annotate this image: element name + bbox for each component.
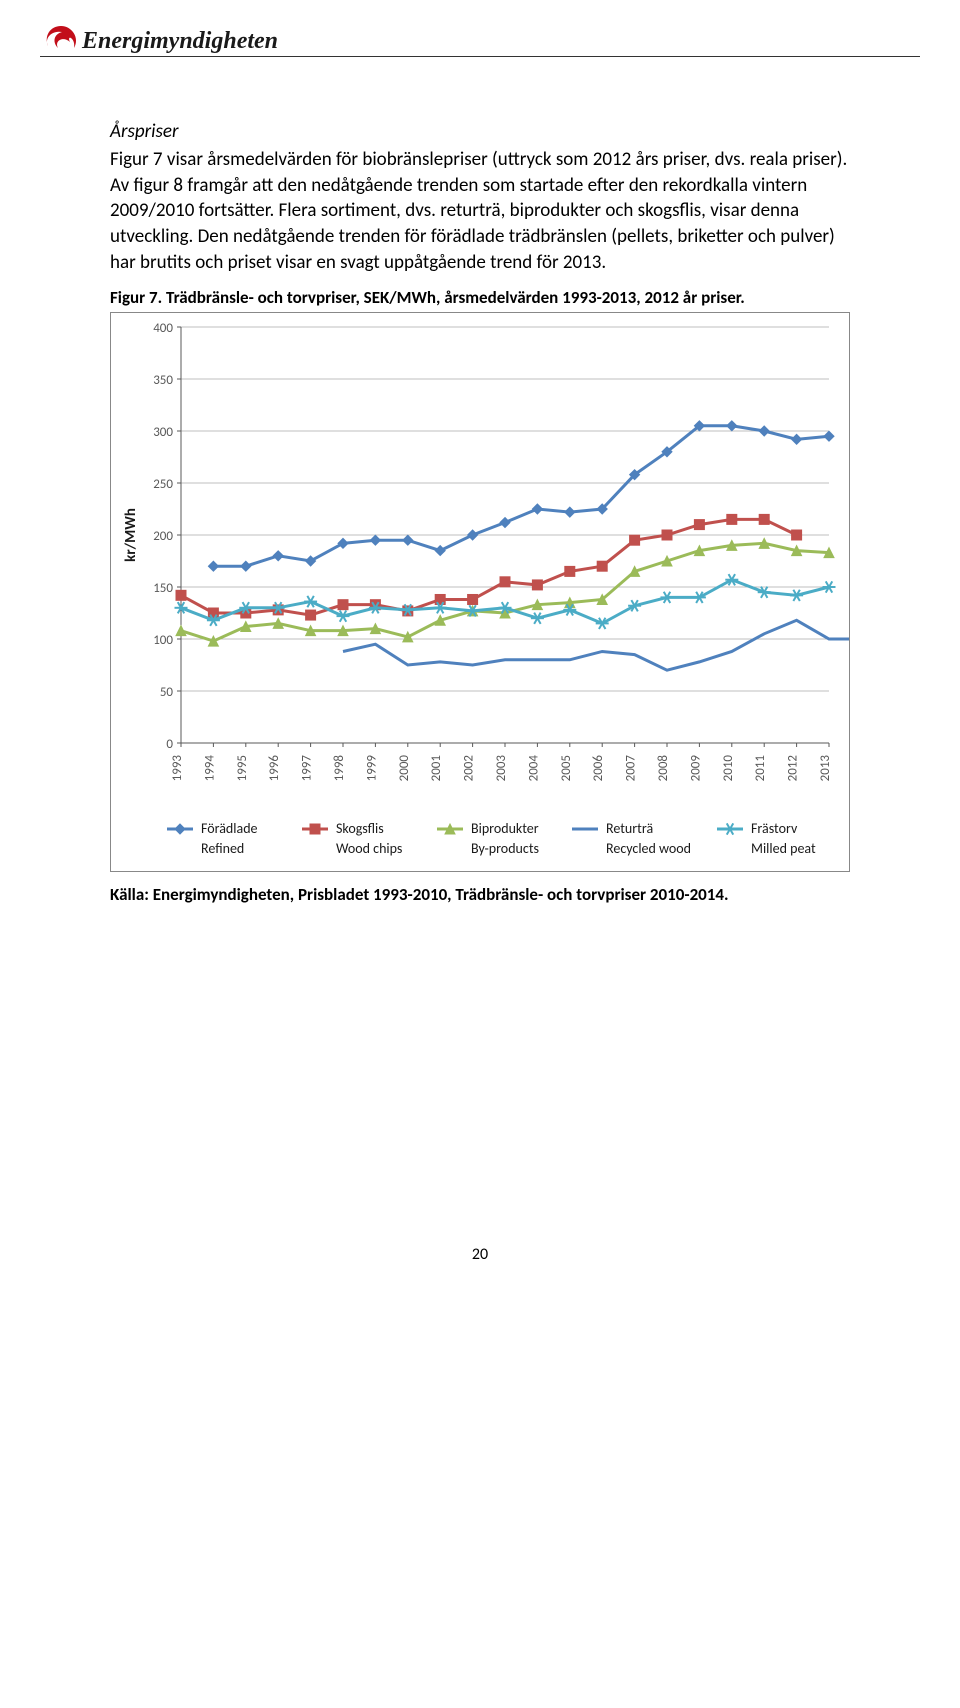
svg-text:2001: 2001 bbox=[429, 755, 444, 781]
svg-text:Milled peat: Milled peat bbox=[751, 840, 816, 857]
svg-text:Recycled wood: Recycled wood bbox=[606, 840, 691, 857]
svg-text:Biprodukter: Biprodukter bbox=[471, 820, 539, 837]
chart-frame: 0 50 100 150 200 250 300 350 400 kr/MWh 1993 1994 19… bbox=[110, 312, 850, 872]
svg-text:2007: 2007 bbox=[624, 755, 639, 782]
svg-text:1996: 1996 bbox=[267, 755, 282, 782]
svg-text:Wood chips: Wood chips bbox=[336, 840, 402, 857]
svg-text:Refined: Refined bbox=[201, 840, 244, 857]
svg-text:1998: 1998 bbox=[332, 755, 347, 782]
svg-text:2011: 2011 bbox=[753, 755, 768, 781]
svg-text:Förädlade: Förädlade bbox=[201, 820, 258, 837]
svg-text:2009: 2009 bbox=[688, 755, 703, 782]
page-number: 20 bbox=[110, 1245, 850, 1264]
line-chart: 0 50 100 150 200 250 300 350 400 kr/MWh 1993 1994 19… bbox=[111, 313, 849, 871]
svg-text:1999: 1999 bbox=[364, 755, 379, 782]
svg-text:2002: 2002 bbox=[462, 755, 477, 782]
svg-text:2000: 2000 bbox=[397, 755, 412, 782]
svg-text:Frästorv: Frästorv bbox=[751, 820, 798, 837]
figure-caption: Figur 7. Trädbränsle- och torvpriser, SE… bbox=[110, 287, 850, 308]
svg-text:250: 250 bbox=[153, 477, 173, 492]
svg-text:150: 150 bbox=[153, 581, 173, 596]
source-line: Källa: Energimyndigheten, Prisbladet 199… bbox=[110, 884, 850, 905]
svg-text:1997: 1997 bbox=[300, 755, 315, 782]
svg-text:2008: 2008 bbox=[656, 755, 671, 782]
section-heading: Årspriser bbox=[110, 120, 850, 143]
svg-text:2005: 2005 bbox=[559, 755, 574, 781]
svg-text:350: 350 bbox=[153, 373, 173, 388]
svg-text:300: 300 bbox=[153, 425, 173, 440]
svg-text:1995: 1995 bbox=[235, 755, 250, 781]
svg-text:200: 200 bbox=[153, 529, 173, 544]
svg-text:Returträ: Returträ bbox=[606, 820, 653, 837]
svg-text:2010: 2010 bbox=[721, 755, 736, 782]
svg-text:2006: 2006 bbox=[591, 755, 606, 782]
svg-text:1994: 1994 bbox=[202, 755, 217, 782]
svg-text:kr/MWh: kr/MWh bbox=[122, 508, 140, 562]
svg-text:Skogsflis: Skogsflis bbox=[336, 820, 384, 837]
svg-text:50: 50 bbox=[160, 685, 174, 700]
svg-text:1993: 1993 bbox=[170, 755, 185, 782]
svg-text:2004: 2004 bbox=[526, 755, 541, 782]
svg-text:100: 100 bbox=[153, 633, 173, 648]
svg-text:400: 400 bbox=[153, 321, 173, 336]
svg-text:2012: 2012 bbox=[786, 755, 801, 782]
svg-text:2013: 2013 bbox=[818, 755, 833, 782]
svg-text:0: 0 bbox=[166, 737, 173, 752]
svg-text:By-products: By-products bbox=[471, 840, 539, 857]
svg-text:2003: 2003 bbox=[494, 755, 509, 782]
body-paragraph: Figur 7 visar årsmedelvärden för biobrän… bbox=[110, 147, 850, 275]
